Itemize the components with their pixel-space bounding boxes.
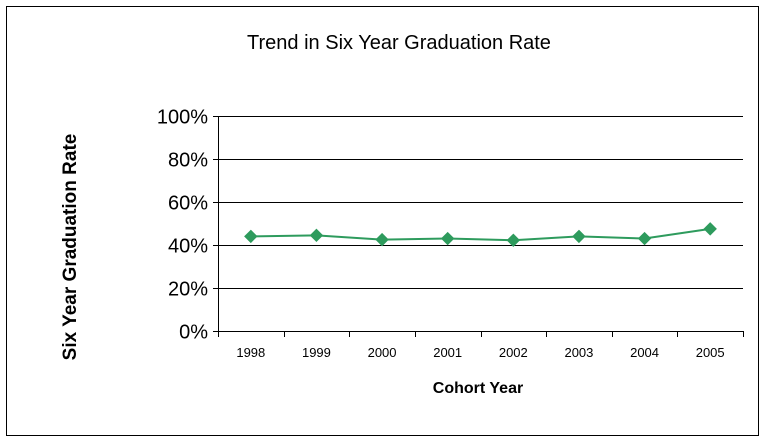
chart-frame	[6, 6, 759, 436]
y-tick-label: 20%	[168, 279, 208, 301]
data-point-marker	[309, 228, 324, 243]
y-axis-label: Six Year Graduation Rate	[60, 134, 81, 361]
x-tick-labels: 1998 1999 2000 2001 2002 2003 2004 2005	[236, 345, 724, 360]
data-point-marker	[244, 229, 258, 244]
x-tick-label: 2004	[630, 345, 659, 360]
x-tick-label: 1998	[236, 345, 265, 360]
data-point-marker	[375, 232, 389, 247]
data-point-marker	[637, 231, 652, 246]
y-tick-labels: 0% 20% 40% 60% 80% 100%	[157, 107, 208, 344]
x-tick-label: 2002	[499, 345, 528, 360]
y-tick-label: 60%	[168, 193, 208, 215]
gridlines	[218, 116, 743, 289]
y-tick-label: 80%	[168, 150, 208, 172]
series	[244, 222, 717, 247]
x-tick-label: 2001	[433, 345, 462, 360]
x-tick-label: 2005	[696, 345, 725, 360]
data-point-marker	[572, 229, 586, 244]
data-point-marker	[703, 222, 717, 236]
x-tick-label: 2003	[564, 345, 593, 360]
x-axis-label: Cohort Year	[433, 380, 523, 397]
data-point-marker	[440, 231, 455, 246]
axes	[213, 116, 744, 337]
x-tick-label: 1999	[302, 345, 331, 360]
chart-title: Trend in Six Year Graduation Rate	[247, 32, 551, 54]
series-line	[250, 227, 711, 242]
x-tick-label: 2000	[368, 345, 397, 360]
y-tick-label: 100%	[157, 107, 208, 129]
y-tick-label: 0%	[179, 322, 208, 344]
y-tick-label: 40%	[168, 236, 208, 258]
data-point-marker	[506, 233, 521, 247]
